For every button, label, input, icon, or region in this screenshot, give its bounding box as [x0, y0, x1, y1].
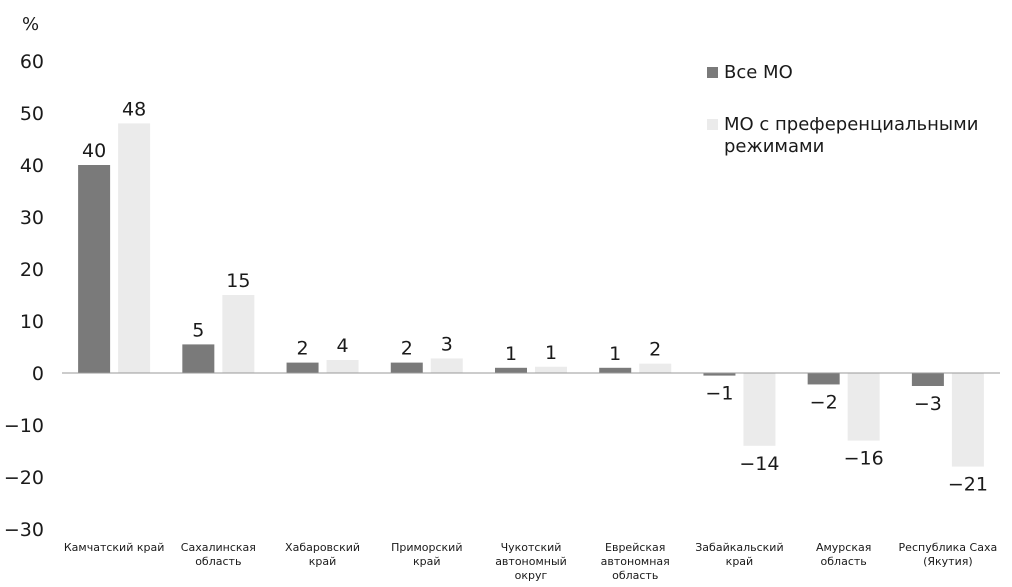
- bar-all-mo: [495, 367, 527, 373]
- data-label: −3: [914, 393, 942, 415]
- x-category-label: край: [726, 555, 754, 568]
- data-label: 3: [441, 333, 453, 355]
- bar-pref-mo: [326, 360, 359, 373]
- y-tick-label: 60: [20, 51, 44, 73]
- x-category-label: Чукотский: [501, 541, 562, 554]
- legend-swatch: [707, 67, 718, 78]
- bar-all-mo: [599, 367, 632, 373]
- x-category-label: Камчатский край: [64, 541, 165, 554]
- x-category-label: край: [413, 555, 441, 568]
- bar-pref-mo: [535, 366, 567, 373]
- x-category-label: Республика Саха: [899, 541, 998, 554]
- legend-label: МО с преференциальными: [724, 114, 978, 135]
- data-label: 40: [82, 140, 106, 162]
- data-label: −14: [739, 453, 779, 475]
- bar-pref-mo: [951, 373, 984, 467]
- data-label: 2: [297, 338, 309, 360]
- bar-pref-mo: [118, 123, 151, 374]
- data-label: 4: [337, 335, 349, 357]
- x-category-label: автономный: [495, 555, 567, 568]
- x-category-label: Еврейская: [605, 541, 665, 554]
- bar-all-mo: [182, 344, 215, 373]
- data-label: 1: [505, 343, 517, 365]
- bar-pref-mo: [639, 363, 672, 373]
- data-label: 2: [401, 338, 413, 360]
- bar-all-mo: [911, 373, 944, 386]
- data-label: −2: [810, 391, 838, 413]
- x-category-label: Приморский: [391, 541, 462, 554]
- x-axis-categories: Камчатский край СахалинскаяобластьХабаров…: [64, 541, 997, 582]
- x-category-label: автономная: [601, 555, 670, 568]
- bar-pref-mo: [430, 358, 463, 373]
- y-tick-label: 40: [20, 155, 44, 177]
- y-tick-label: 10: [20, 311, 44, 333]
- bars: [78, 123, 984, 467]
- y-axis-unit-label: %: [22, 14, 39, 35]
- data-label: −1: [705, 383, 733, 405]
- y-tick-label: −20: [4, 467, 44, 489]
- y-tick-label: −30: [4, 519, 44, 541]
- bar-all-mo: [703, 373, 736, 376]
- data-label: 15: [226, 270, 250, 292]
- data-label: 1: [545, 342, 557, 364]
- y-axis: 60 50 40 30 20 10 0 −10 −20 −30: [4, 51, 44, 541]
- y-tick-label: 50: [20, 103, 44, 125]
- legend-label: Все МО: [724, 62, 793, 83]
- bar-all-mo: [78, 165, 111, 373]
- legend-label: режимами: [724, 136, 824, 157]
- data-label: 2: [649, 339, 661, 361]
- x-category-label: (Якутия): [923, 555, 973, 568]
- x-category-label: область: [195, 555, 241, 568]
- bar-pref-mo: [847, 373, 880, 441]
- x-category-label: Хабаровский: [285, 541, 360, 554]
- data-label: 5: [192, 319, 204, 341]
- bar-all-mo: [390, 362, 423, 373]
- y-tick-label: 30: [20, 207, 44, 229]
- data-label: −16: [844, 448, 884, 470]
- x-category-label: край: [309, 555, 337, 568]
- x-category-label: область: [612, 569, 658, 582]
- bar-all-mo: [807, 373, 840, 385]
- x-category-label: Сахалинская: [181, 541, 256, 554]
- legend-swatch: [707, 119, 718, 130]
- data-labels: 40 5 2 2 1 1 −1 −2 −3 48 15 4 3 1 2 −14 −16 −21: [82, 98, 988, 495]
- data-label: 48: [122, 98, 146, 120]
- bar-pref-mo: [743, 373, 776, 446]
- bar-all-mo: [286, 362, 319, 373]
- x-category-label: Амурская: [816, 541, 871, 554]
- y-tick-label: 20: [20, 259, 44, 281]
- data-label: 1: [609, 343, 621, 365]
- y-tick-label: 0: [32, 363, 44, 385]
- y-tick-label: −10: [4, 415, 44, 437]
- x-category-label: округ: [515, 569, 548, 582]
- data-label: −21: [948, 474, 988, 496]
- bar-pref-mo: [222, 295, 255, 373]
- x-category-label: Забайкальский: [695, 541, 783, 554]
- x-category-label: область: [821, 555, 867, 568]
